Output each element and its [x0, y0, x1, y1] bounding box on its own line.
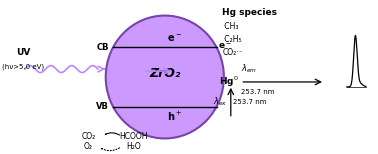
- Text: 253.7 nm: 253.7 nm: [241, 89, 275, 95]
- FancyArrowPatch shape: [102, 148, 119, 151]
- Text: Hg species: Hg species: [222, 8, 277, 17]
- Text: $\lambda_{ex}$: $\lambda_{ex}$: [214, 95, 228, 108]
- Text: UV: UV: [15, 48, 30, 57]
- Text: O₂: O₂: [84, 142, 93, 151]
- Text: CB: CB: [97, 43, 109, 52]
- FancyArrowPatch shape: [105, 133, 119, 135]
- Text: CO₂: CO₂: [81, 132, 96, 141]
- Text: $\lambda_{em}$: $\lambda_{em}$: [241, 63, 257, 75]
- Text: ·CH₃: ·CH₃: [222, 22, 239, 32]
- Text: ZrO₂: ZrO₂: [149, 67, 180, 79]
- Text: e$^-$: e$^-$: [167, 33, 182, 44]
- Ellipse shape: [106, 16, 224, 138]
- Text: H₂O: H₂O: [126, 142, 141, 151]
- Text: VB: VB: [96, 102, 109, 111]
- Text: 253.7 nm: 253.7 nm: [233, 99, 266, 105]
- Text: h$^+$: h$^+$: [167, 110, 182, 123]
- Text: Hg$^0$: Hg$^0$: [219, 75, 239, 89]
- Text: e$^-$: e$^-$: [218, 41, 232, 51]
- Text: HCOOH: HCOOH: [119, 132, 148, 141]
- Text: CO₂·⁻: CO₂·⁻: [222, 48, 243, 57]
- Text: ·C₂H₅: ·C₂H₅: [222, 35, 242, 44]
- Text: (hν>5.0 eV): (hν>5.0 eV): [2, 64, 44, 70]
